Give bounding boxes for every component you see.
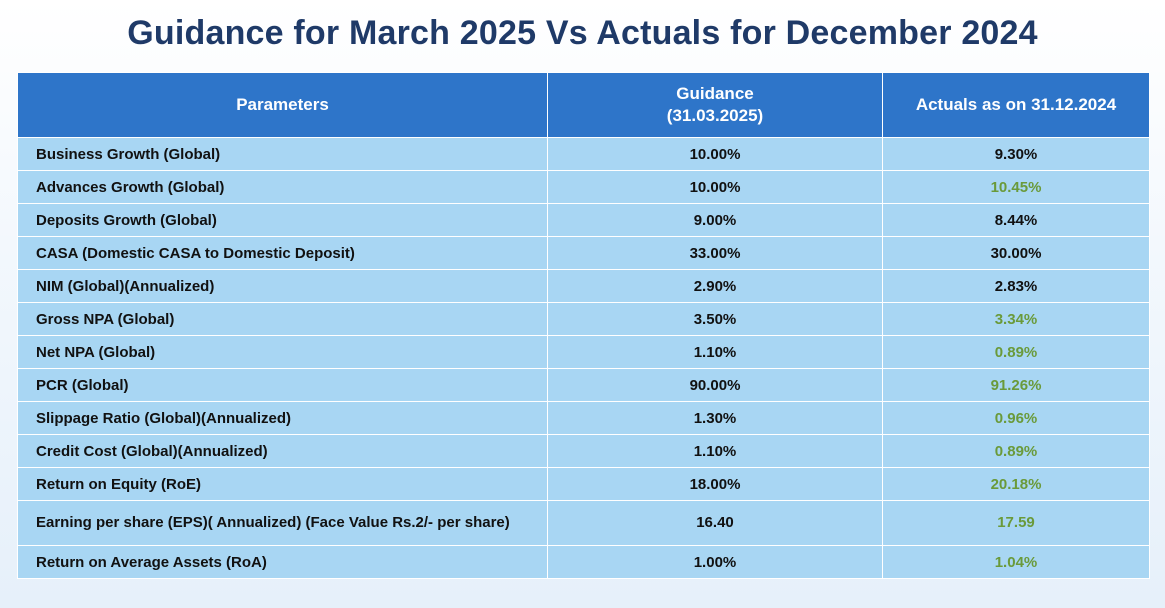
table-header: Parameters Guidance (31.03.2025) Actuals… — [17, 72, 1150, 138]
parameter-cell: Credit Cost (Global)(Annualized) — [17, 434, 548, 468]
actual-cell: 10.45% — [882, 170, 1150, 204]
table-row: Business Growth (Global) 10.00% 9.30% — [17, 137, 1150, 171]
header-guidance-date: (31.03.2025) — [666, 106, 764, 125]
table-row: Credit Cost (Global)(Annualized) 1.10% 0.8… — [17, 434, 1150, 468]
parameter-cell: Return on Average Assets (RoA) — [17, 545, 548, 579]
parameter-cell: Gross NPA (Global) — [17, 302, 548, 336]
actual-cell: 0.89% — [882, 434, 1150, 468]
actual-cell: 0.96% — [882, 401, 1150, 435]
table-row: Return on Equity (RoE) 18.00% 20.18% — [17, 467, 1150, 501]
parameter-cell: Net NPA (Global) — [17, 335, 548, 369]
actual-cell: 17.59 — [882, 500, 1150, 546]
header-guidance-title: Guidance — [676, 84, 754, 103]
header-guidance: Guidance (31.03.2025) — [547, 72, 883, 138]
parameter-cell: Deposits Growth (Global) — [17, 203, 548, 237]
parameter-cell: NIM (Global)(Annualized) — [17, 269, 548, 303]
parameter-cell: Slippage Ratio (Global)(Annualized) — [17, 401, 548, 435]
actual-cell: 30.00% — [882, 236, 1150, 270]
page-title: Guidance for March 2025 Vs Actuals for D… — [127, 14, 1038, 52]
table-row: Return on Average Assets (RoA) 1.00% 1.04% — [17, 545, 1150, 579]
guidance-cell: 10.00% — [547, 170, 883, 204]
guidance-cell: 1.10% — [547, 434, 883, 468]
parameter-cell: CASA (Domestic CASA to Domestic Deposit) — [17, 236, 548, 270]
actual-cell: 0.89% — [882, 335, 1150, 369]
guidance-cell: 1.10% — [547, 335, 883, 369]
actual-cell: 91.26% — [882, 368, 1150, 402]
table-row: Gross NPA (Global) 3.50% 3.34% — [17, 302, 1150, 336]
parameter-cell: Earning per share (EPS)( Annualized) (Fa… — [17, 500, 548, 546]
parameter-cell: Advances Growth (Global) — [17, 170, 548, 204]
guidance-cell: 2.90% — [547, 269, 883, 303]
table-row: Slippage Ratio (Global)(Annualized) 1.30%… — [17, 401, 1150, 435]
actual-cell: 9.30% — [882, 137, 1150, 171]
table-row: PCR (Global) 90.00% 91.26% — [17, 368, 1150, 402]
table-row: Net NPA (Global) 1.10% 0.89% — [17, 335, 1150, 369]
parameter-cell: Return on Equity (RoE) — [17, 467, 548, 501]
guidance-cell: 1.30% — [547, 401, 883, 435]
table-row: Advances Growth (Global) 10.00% 10.45% — [17, 170, 1150, 204]
actual-cell: 2.83% — [882, 269, 1150, 303]
actual-cell: 1.04% — [882, 545, 1150, 579]
header-parameters: Parameters — [17, 72, 548, 138]
guidance-table: Parameters Guidance (31.03.2025) Actuals… — [17, 72, 1150, 579]
table-row: Earning per share (EPS)( Annualized) (Fa… — [17, 500, 1150, 546]
guidance-cell: 90.00% — [547, 368, 883, 402]
guidance-cell: 16.40 — [547, 500, 883, 546]
parameter-cell: Business Growth (Global) — [17, 137, 548, 171]
guidance-cell: 33.00% — [547, 236, 883, 270]
actual-cell: 20.18% — [882, 467, 1150, 501]
table-row: CASA (Domestic CASA to Domestic Deposit)… — [17, 236, 1150, 270]
guidance-cell: 1.00% — [547, 545, 883, 579]
header-actuals: Actuals as on 31.12.2024 — [882, 72, 1150, 138]
table-row: Deposits Growth (Global) 9.00% 8.44% — [17, 203, 1150, 237]
guidance-cell: 18.00% — [547, 467, 883, 501]
table-body: Business Growth (Global) 10.00% 9.30% Advan… — [17, 137, 1150, 579]
actual-cell: 8.44% — [882, 203, 1150, 237]
guidance-cell: 9.00% — [547, 203, 883, 237]
guidance-cell: 10.00% — [547, 137, 883, 171]
table-row: NIM (Global)(Annualized) 2.90% 2.83% — [17, 269, 1150, 303]
parameter-cell: PCR (Global) — [17, 368, 548, 402]
guidance-cell: 3.50% — [547, 302, 883, 336]
actual-cell: 3.34% — [882, 302, 1150, 336]
